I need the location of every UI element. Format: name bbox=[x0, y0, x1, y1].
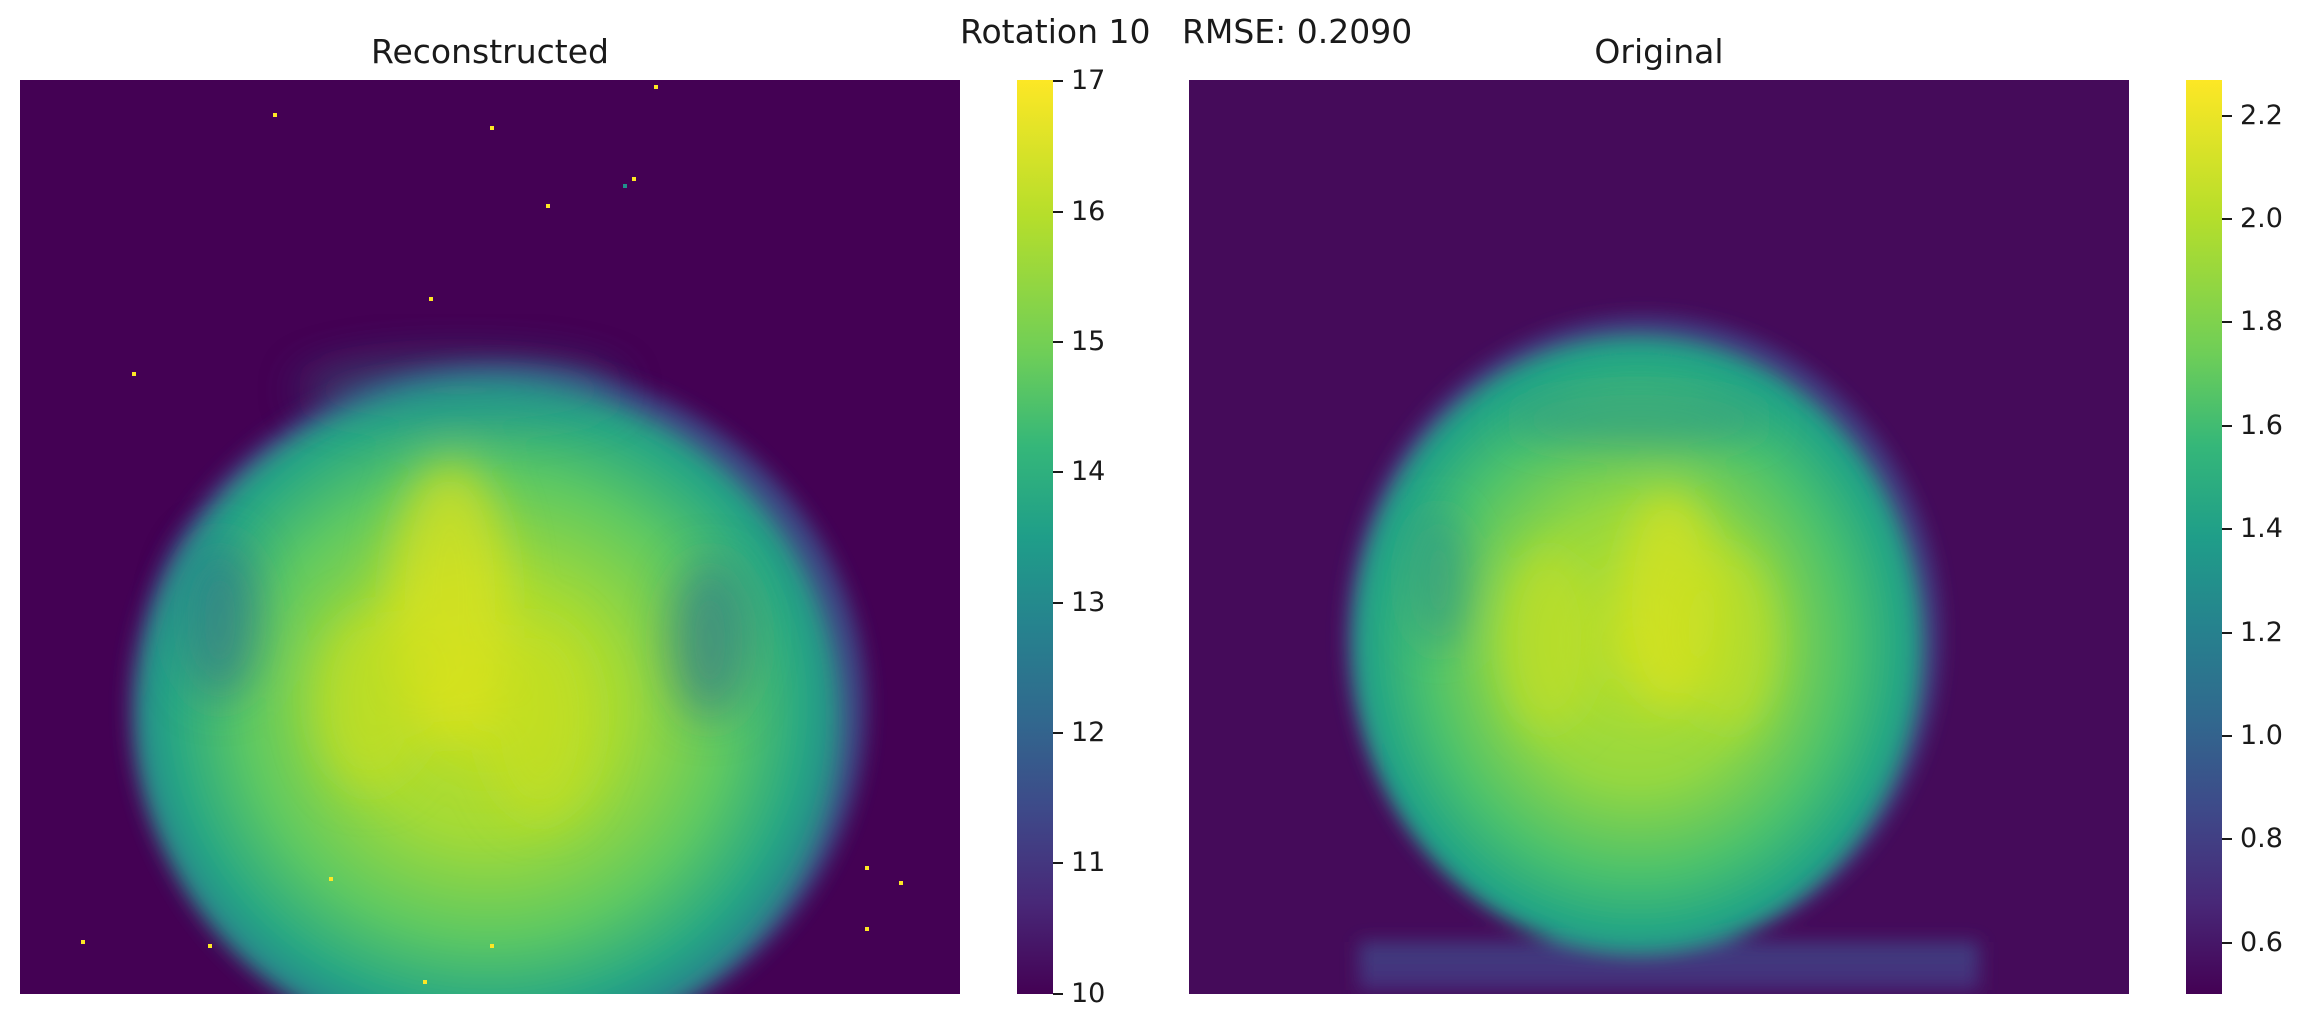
figure-suptitle: Rotation 10 RMSE: 0.2090 bbox=[960, 12, 1413, 51]
original-colorbar-ticks: 0.6 0.8 1.0 1.2 1.4 1.6 1.8 2.0 2.2 bbox=[2222, 80, 2313, 994]
reconstructed-image bbox=[20, 80, 960, 994]
reconstructed-title: Reconstructed bbox=[371, 32, 609, 71]
original-title: Original bbox=[1594, 32, 1724, 71]
reconstructed-colorbar bbox=[1017, 80, 1053, 994]
original-image bbox=[1189, 80, 2129, 994]
reconstructed-colorbar-ticks: 10 11 12 13 14 15 16 17 bbox=[1053, 65, 1173, 1009]
original-colorbar bbox=[2186, 80, 2222, 994]
